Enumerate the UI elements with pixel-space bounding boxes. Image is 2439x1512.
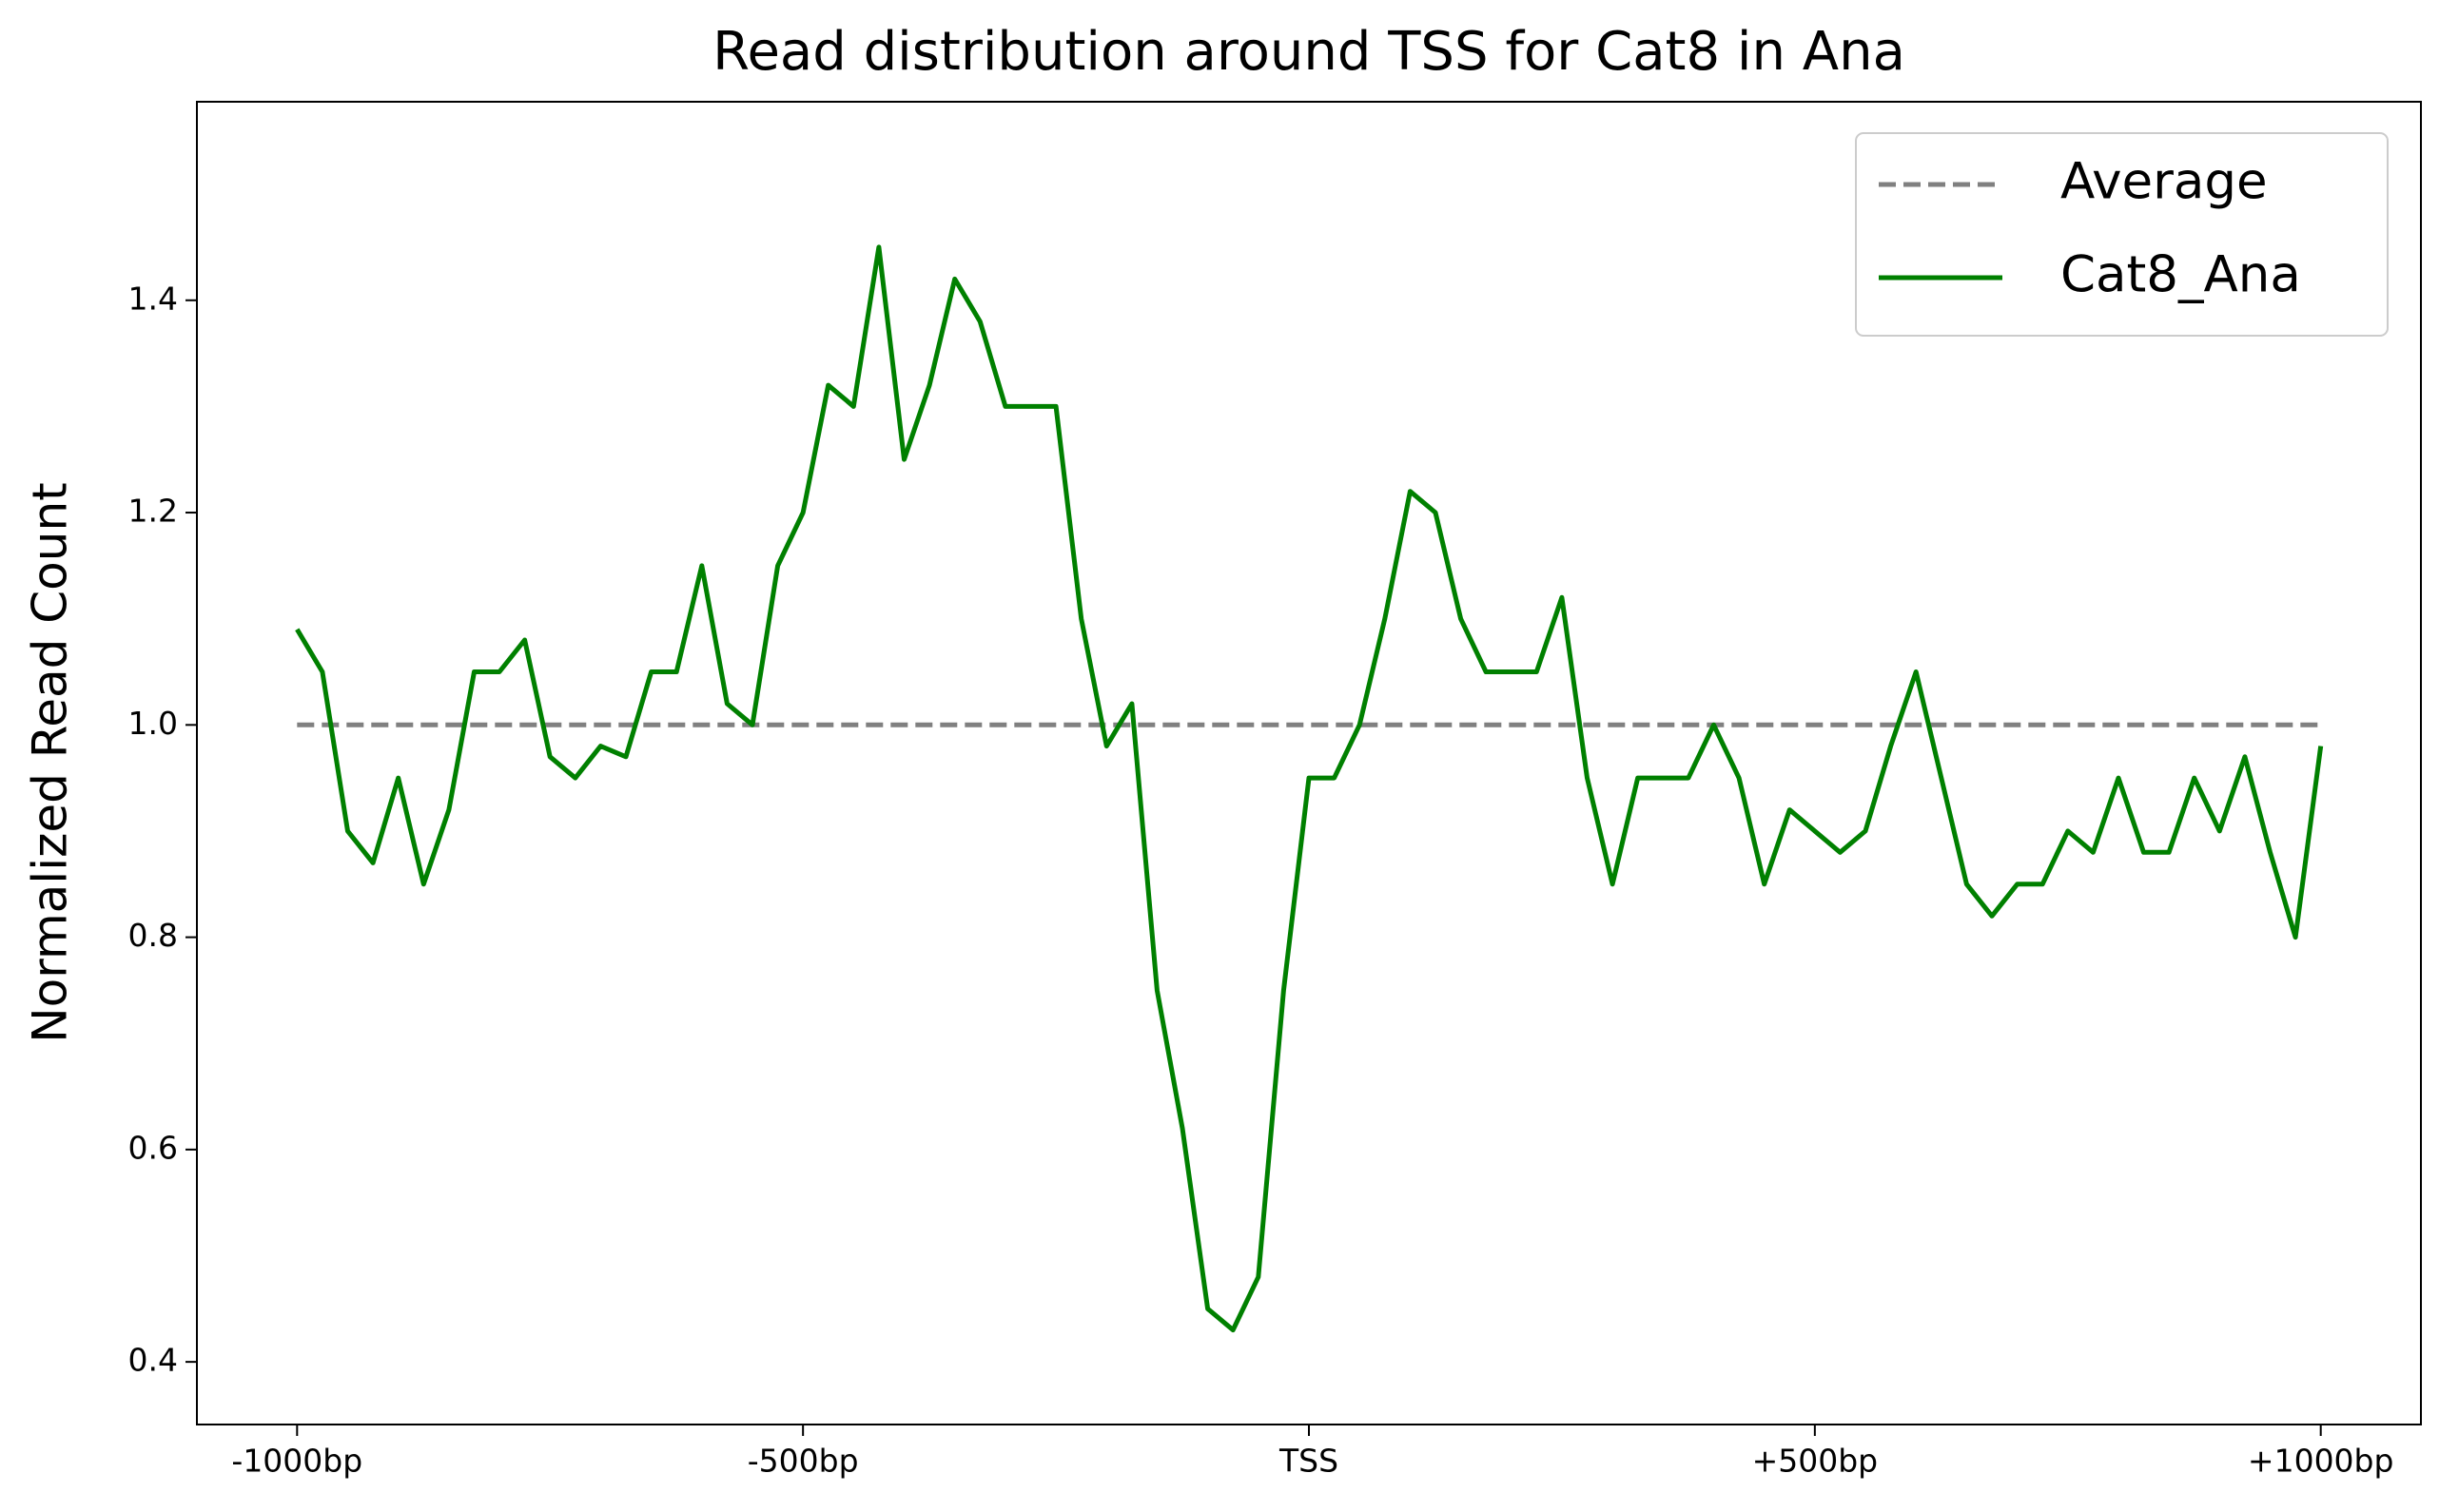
y-tick-label: 1.0 bbox=[128, 705, 178, 742]
line-series bbox=[295, 244, 2324, 1333]
y-tick-label: 0.6 bbox=[128, 1129, 178, 1166]
x-tick-label: +1000bp bbox=[2248, 1443, 2394, 1480]
legend-label: Average bbox=[2060, 153, 2268, 211]
y-tick-label: 0.4 bbox=[128, 1342, 178, 1379]
legend-label: Cat8_Ana bbox=[2060, 246, 2301, 304]
x-tick-label: -500bp bbox=[748, 1443, 859, 1480]
plot-frame bbox=[196, 101, 2422, 1425]
y-tick-label: 1.4 bbox=[128, 280, 178, 317]
y-tick-label: 0.8 bbox=[128, 917, 178, 954]
x-tick-label: TSS bbox=[1278, 1443, 1338, 1480]
chart-title: Read distribution around TSS for Cat8 in… bbox=[712, 21, 1905, 83]
y-tick-label: 1.2 bbox=[128, 493, 178, 530]
y-axis-label: Normalized Read Count bbox=[23, 482, 78, 1042]
x-tick-label: -1000bp bbox=[231, 1443, 362, 1480]
x-tick-label: +500bp bbox=[1752, 1443, 1879, 1480]
